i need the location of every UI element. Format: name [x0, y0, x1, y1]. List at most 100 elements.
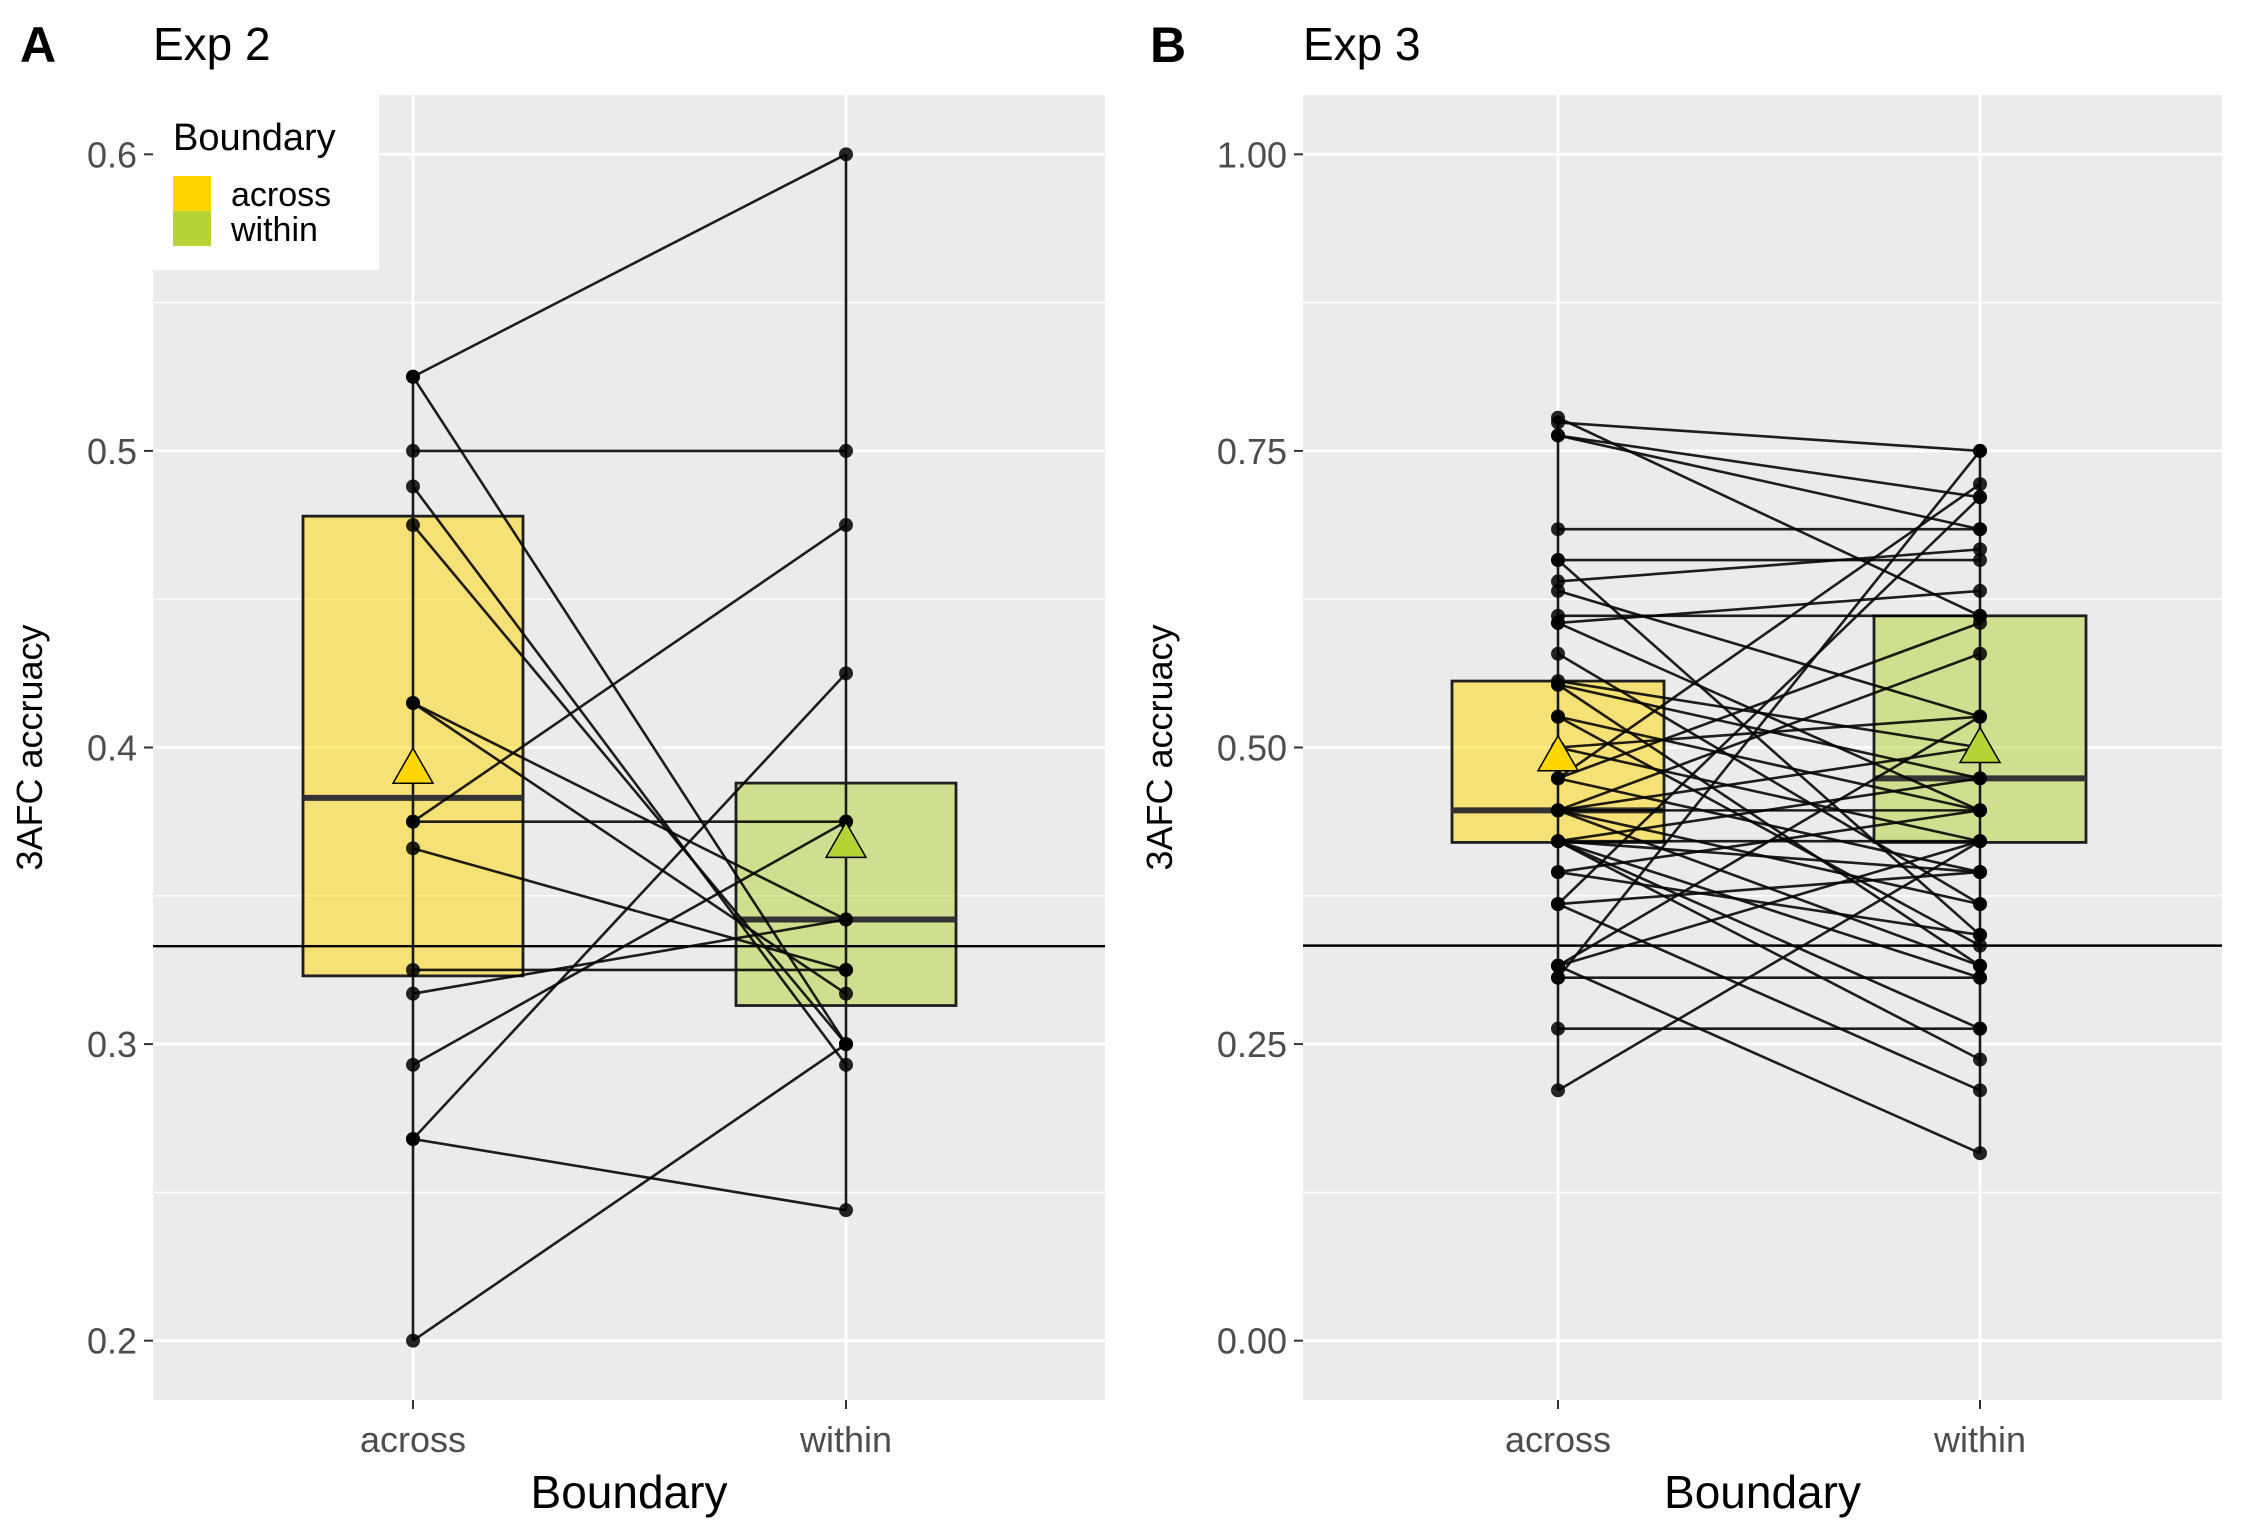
data-point-within	[839, 962, 853, 977]
mean-marker-within	[824, 820, 868, 859]
panel-title: Exp 2	[153, 18, 271, 70]
paired-line	[412, 847, 847, 972]
paired-line	[1557, 715, 1981, 812]
data-point-across	[1551, 415, 1565, 430]
y-tick-label: 0.3	[87, 1024, 137, 1065]
y-axis-title: 3AFC accruacy	[1139, 624, 1180, 870]
paired-line	[1557, 589, 1981, 718]
paired-line	[1557, 652, 1981, 906]
paired-line	[1557, 840, 1981, 1030]
data-point-within	[1973, 771, 1987, 786]
data-point-across	[1551, 677, 1565, 692]
legend-key-across	[173, 176, 211, 211]
data-point-within	[1973, 1146, 1987, 1161]
data-point-across	[1551, 958, 1565, 973]
data-point-within	[1973, 522, 1987, 537]
data-point-across	[406, 814, 420, 829]
panel-title: Exp 3	[1303, 18, 1421, 70]
data-point-across	[406, 443, 420, 458]
legend-label-across: across	[231, 176, 331, 214]
data-point-within	[839, 518, 853, 533]
data-point-across	[406, 696, 420, 711]
paired-line	[412, 820, 847, 1066]
paired-line	[412, 701, 847, 995]
data-point-across	[406, 986, 420, 1001]
data-point-within	[1973, 542, 1987, 557]
x-axis-title: Boundary	[531, 1466, 728, 1518]
data-point-within	[1973, 615, 1987, 630]
data-point-within	[1973, 927, 1987, 942]
y-tick-label: 0.25	[1217, 1024, 1287, 1065]
y-tick-label: 0.00	[1217, 1321, 1287, 1362]
data-point-within	[1973, 1083, 1987, 1098]
paired-line	[1557, 964, 1981, 1155]
data-point-within	[1973, 553, 1987, 568]
y-tick-label: 0.2	[87, 1321, 137, 1362]
paired-line	[411, 485, 848, 1066]
x-tick-label: within	[799, 1419, 892, 1460]
data-point-across	[406, 962, 420, 977]
data-point-across	[406, 479, 420, 494]
paired-line	[1557, 559, 1981, 936]
paired-line	[412, 1137, 847, 1212]
paired-line	[1557, 840, 1981, 1092]
data-point-within	[1973, 958, 1987, 973]
data-point-within	[839, 147, 853, 162]
y-axis-title: 3AFC accruacy	[9, 624, 50, 870]
mean-marker-within	[1958, 725, 2002, 764]
data-point-within	[1973, 1021, 1987, 1036]
paired-line	[1557, 870, 1981, 906]
paired-line	[1557, 777, 1981, 843]
data-point-across	[406, 841, 420, 856]
panel-tag: B	[1150, 17, 1186, 73]
data-point-across	[406, 1333, 420, 1348]
data-point-within	[1973, 1052, 1987, 1067]
paired-line	[1557, 589, 1981, 625]
data-point-across	[1551, 553, 1565, 568]
data-point-across	[1551, 970, 1565, 985]
data-point-within	[839, 443, 853, 458]
data-point-within	[839, 986, 853, 1001]
data-point-within	[839, 666, 853, 681]
mean-marker-across	[391, 746, 435, 785]
paired-line	[1557, 434, 1981, 499]
paired-line	[1557, 548, 1981, 583]
data-point-across	[1551, 615, 1565, 630]
data-point-within	[1973, 938, 1987, 953]
y-tick-label: 1.00	[1217, 134, 1287, 175]
data-point-within	[1973, 490, 1987, 505]
y-tick-label: 0.6	[87, 134, 137, 175]
paired-line	[412, 672, 847, 1140]
data-point-within	[1973, 970, 1987, 985]
paired-line	[1557, 746, 1981, 843]
x-tick-label: within	[1933, 1419, 2026, 1460]
data-point-across	[406, 1057, 420, 1072]
legend-label-within: within	[230, 211, 318, 249]
legend-key-within	[173, 211, 211, 246]
data-point-within	[1973, 443, 1987, 458]
data-point-across	[1551, 522, 1565, 537]
paired-line	[1557, 839, 1981, 979]
data-point-across	[1551, 583, 1565, 598]
data-point-within	[839, 912, 853, 927]
panel-tag: A	[20, 17, 56, 73]
panel-b: 0.00 0.25 0.50 0.75 1.00 across within B Exp 3 Bo…	[1139, 17, 2222, 1518]
y-tick-label: 0.4	[87, 728, 137, 769]
data-point-across	[1551, 709, 1565, 724]
data-point-across	[406, 1132, 420, 1146]
data-point-across	[1551, 771, 1565, 786]
legend-title: Boundary	[173, 117, 336, 159]
paired-line	[1557, 902, 1981, 1092]
data-point-across	[1551, 834, 1565, 849]
data-point-within	[1973, 834, 1987, 849]
data-point-within	[1973, 583, 1987, 598]
paired-line	[1557, 621, 1981, 812]
data-point-within	[1973, 803, 1987, 818]
paired-line	[1557, 483, 1981, 780]
paired-line	[412, 1043, 847, 1342]
data-point-within	[1973, 646, 1987, 661]
data-point-within	[839, 1037, 853, 1052]
paired-line	[1557, 434, 1981, 531]
data-point-across	[1551, 803, 1565, 818]
